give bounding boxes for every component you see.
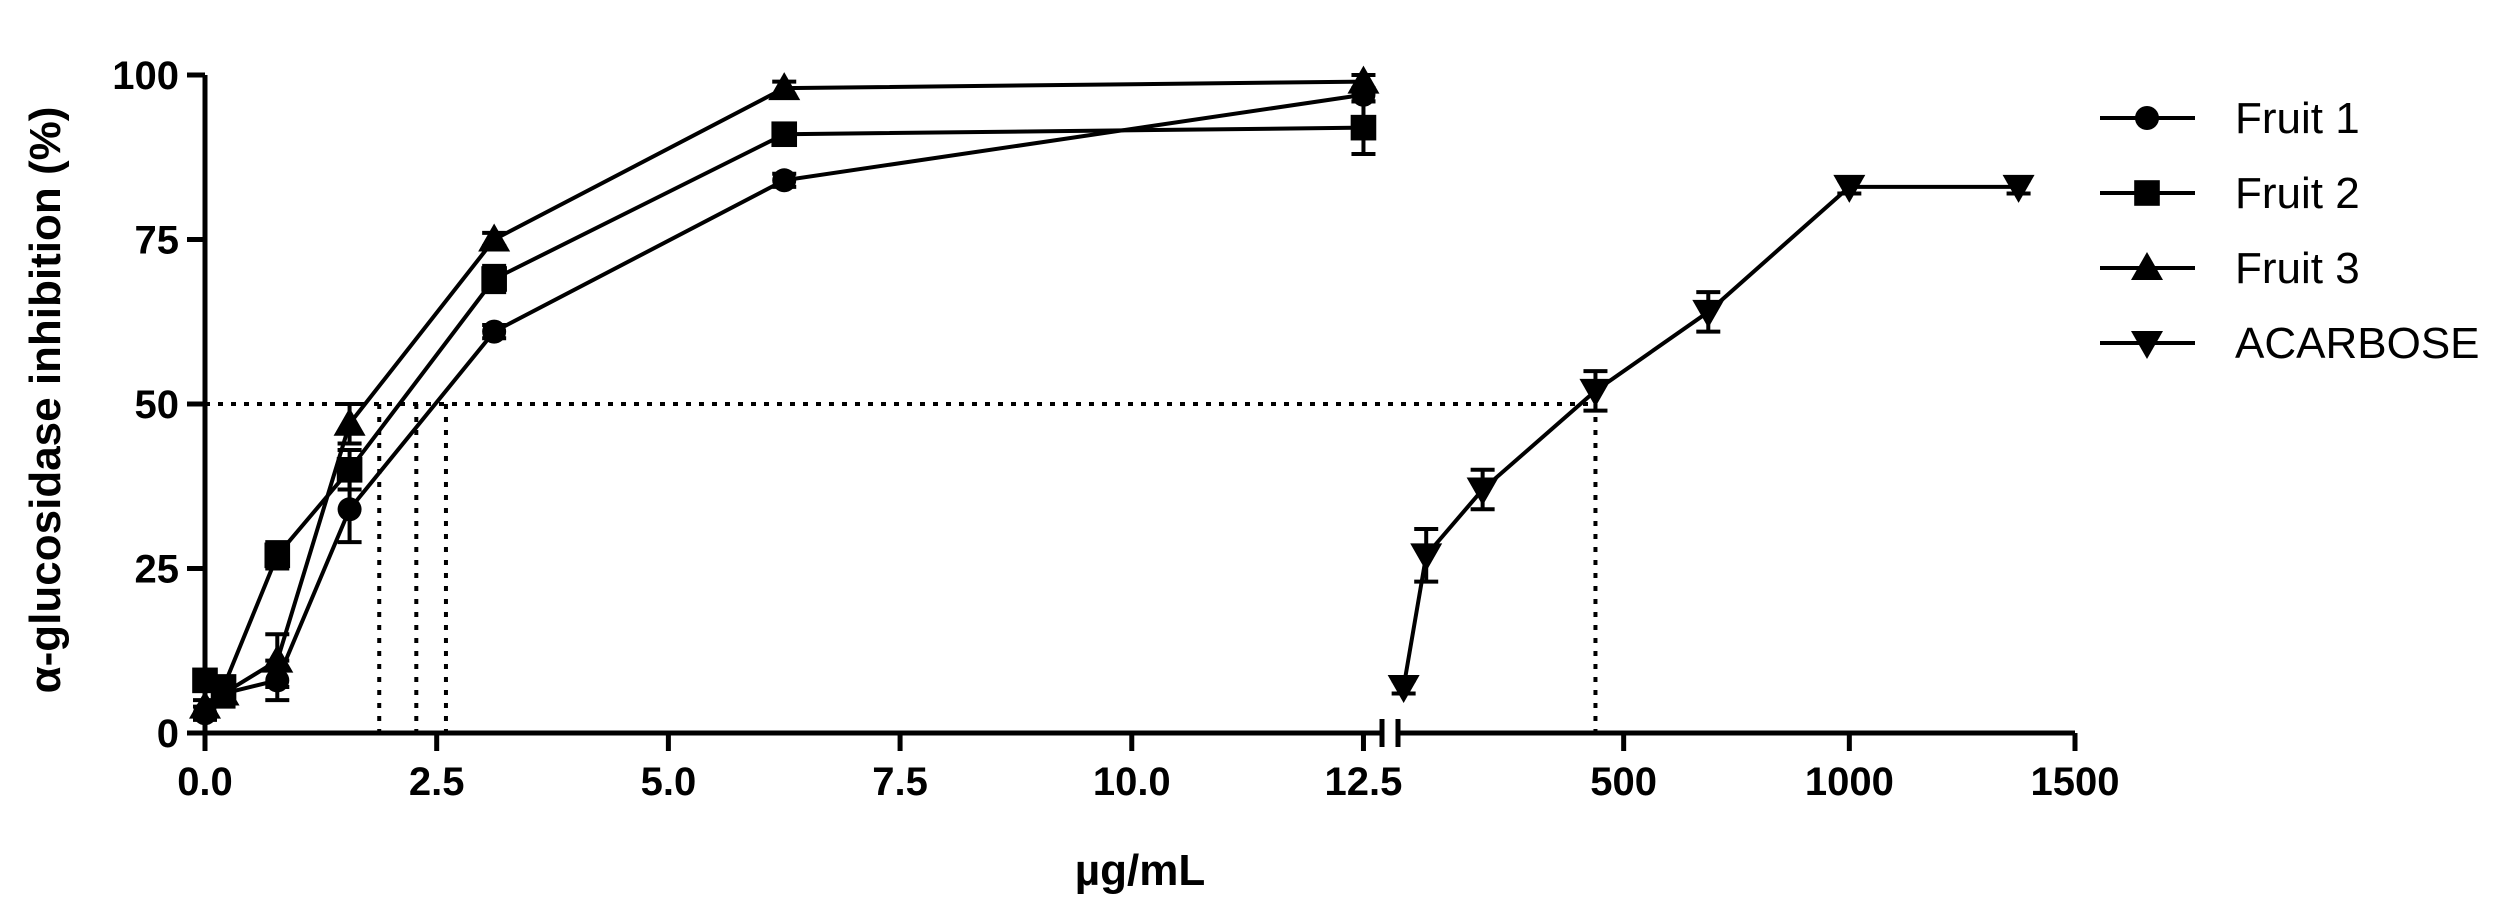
series-layer <box>189 65 2035 726</box>
data-point <box>768 72 801 101</box>
legend-label: Fruit 3 <box>2235 244 2360 293</box>
data-point <box>337 497 362 522</box>
y-tick-label: 50 <box>135 383 180 427</box>
x-tick-label: 5.0 <box>641 760 697 804</box>
y-tick-label: 100 <box>112 54 179 98</box>
data-point <box>478 223 511 252</box>
legend-item: ACARBOSE <box>2100 319 2480 368</box>
series-fruit-1 <box>193 82 1376 726</box>
data-point <box>189 690 221 719</box>
data-point <box>1347 65 1380 94</box>
data-point <box>1387 674 1420 703</box>
legend-item: Fruit 3 <box>2100 244 2360 293</box>
legend-label: ACARBOSE <box>2235 319 2480 368</box>
legend-marker <box>2134 180 2160 206</box>
data-point <box>264 542 291 569</box>
data-point <box>1833 174 1866 203</box>
series-acarbose <box>1387 174 2035 703</box>
x-tick-label: 500 <box>1590 760 1657 804</box>
x-axis-title: µg/mL <box>1075 846 1205 895</box>
y-axis-title: α-glucosidase inhibition (%) <box>21 107 70 694</box>
legend-item: Fruit 2 <box>2100 169 2360 218</box>
legend-item: Fruit 1 <box>2100 94 2360 143</box>
data-point <box>336 457 363 483</box>
y-tick-label: 75 <box>135 219 180 263</box>
series-fruit-3 <box>189 65 1380 719</box>
data-point <box>772 168 797 193</box>
legend-marker <box>2131 331 2163 359</box>
series-line <box>1401 184 2019 688</box>
data-point <box>771 121 798 148</box>
y-tick-label: 25 <box>135 548 180 592</box>
x-tick-label: 12.5 <box>1325 760 1403 804</box>
y-tick-label: 0 <box>157 712 179 756</box>
data-point <box>333 407 366 436</box>
legend-marker <box>2135 106 2159 130</box>
data-point <box>1579 378 1612 407</box>
data-point <box>207 677 240 706</box>
data-point <box>1410 543 1443 572</box>
data-point <box>1350 114 1377 141</box>
data-point <box>482 319 507 344</box>
x-tick-label: 0.0 <box>177 760 233 804</box>
data-point <box>261 644 294 673</box>
x-tick-label: 2.5 <box>409 760 465 804</box>
data-point <box>1466 477 1499 506</box>
data-point <box>1692 299 1725 328</box>
axes: 0 25 50 75 100 0.0 2.5 5.0 7.5 10.0 12.5 500 1000 150… <box>112 54 2119 804</box>
legend-marker <box>2131 252 2163 280</box>
x-tick-label: 7.5 <box>872 760 928 804</box>
legend: Fruit 1 Fruit 2 Fruit 3 ACARBOSE <box>2100 94 2480 368</box>
x-tick-label: 10.0 <box>1093 760 1171 804</box>
data-point <box>2002 174 2035 203</box>
x-tick-label: 1500 <box>2031 760 2120 804</box>
ic50-guides <box>205 402 1598 733</box>
legend-label: Fruit 1 <box>2235 94 2360 143</box>
data-point <box>481 266 507 292</box>
legend-label: Fruit 2 <box>2235 169 2360 218</box>
x-tick-label: 1000 <box>1805 760 1894 804</box>
